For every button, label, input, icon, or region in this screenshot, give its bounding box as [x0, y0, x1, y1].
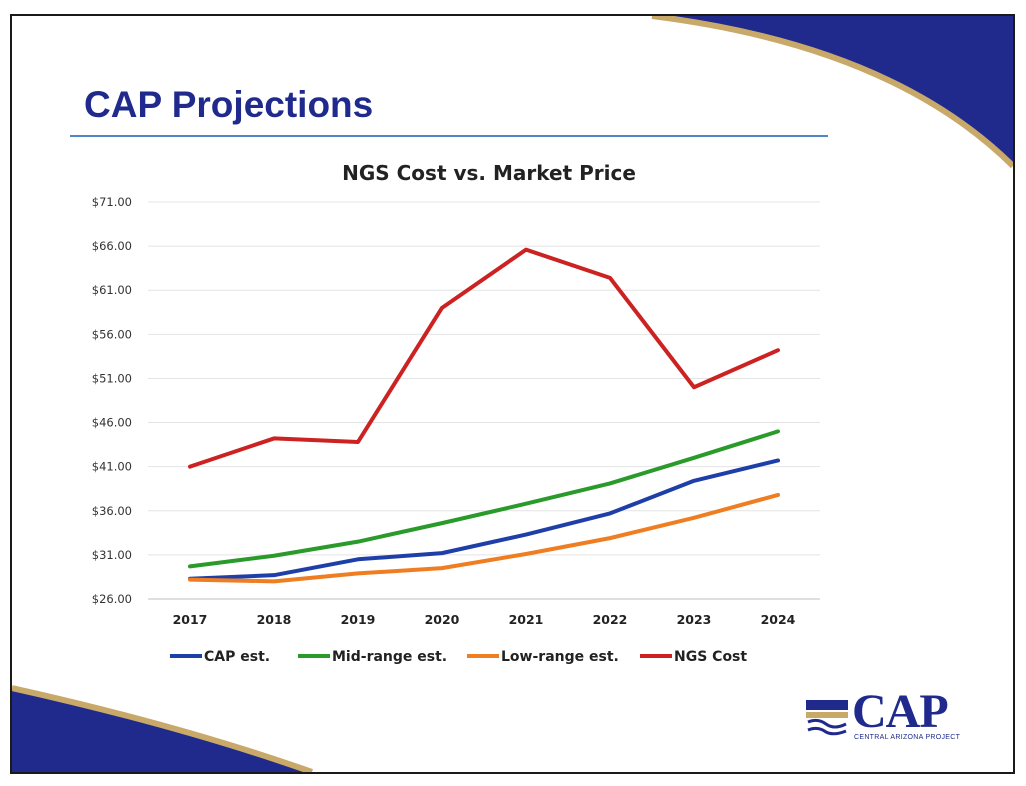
series-line-ngs-cost — [188, 247, 780, 469]
y-axis-ticks: $71.00 $66.00 $61.00 $56.00 $51.00 $46.00 $41.… — [92, 195, 132, 606]
chart-title: NGS Cost vs. Market Price — [342, 161, 636, 185]
chart-series-lines — [188, 247, 780, 584]
y-tick-label: $66.00 — [92, 239, 132, 253]
x-tick-label: 2018 — [257, 612, 292, 627]
x-tick-label: 2023 — [677, 612, 712, 627]
line-chart: NGS Cost vs. Market Price $71.00 $66.00 $6… — [92, 161, 820, 665]
chart-grid — [148, 201, 820, 600]
x-tick-label: 2024 — [761, 612, 796, 627]
y-tick-label: $46.00 — [92, 416, 132, 430]
y-tick-label: $31.00 — [92, 548, 132, 562]
legend-label: Mid-range est. — [332, 649, 447, 665]
y-tick-label: $41.00 — [92, 460, 132, 474]
x-tick-label: 2022 — [593, 612, 628, 627]
y-tick-label: $36.00 — [92, 504, 132, 518]
legend-label: NGS Cost — [674, 649, 747, 665]
arizona-logo-icon — [806, 700, 848, 736]
bottom-left-blue-swoosh — [12, 688, 312, 772]
y-tick-label: $26.00 — [92, 592, 132, 606]
bottom-left-gold-edge — [12, 685, 314, 772]
x-tick-label: 2017 — [173, 612, 208, 627]
slide-title: CAP Projections — [84, 84, 374, 125]
x-tick-label: 2021 — [509, 612, 544, 627]
chart-legend: CAP est. Mid-range est. Low-range est. NGS … — [170, 649, 747, 665]
y-tick-label: $71.00 — [92, 195, 132, 209]
x-tick-label: 2019 — [341, 612, 376, 627]
x-tick-label: 2020 — [425, 612, 460, 627]
logo-subtitle: CENTRAL ARIZONA PROJECT — [854, 734, 961, 741]
x-axis-ticks: 2017 2018 2019 2020 2021 2022 2023 2024 — [173, 612, 796, 627]
y-tick-label: $61.00 — [92, 283, 132, 297]
legend-label: Low-range est. — [501, 649, 619, 665]
title-rule — [70, 135, 828, 137]
legend-label: CAP est. — [204, 649, 270, 665]
slide: CAP Projections NGS Cost vs. Market Pric… — [10, 14, 1015, 774]
y-tick-label: $56.00 — [92, 327, 132, 341]
series-line-low-range-est — [188, 492, 780, 584]
logo-text: CAP — [852, 685, 949, 738]
top-right-blue-swoosh — [652, 16, 1013, 166]
series-line-cap-est — [188, 458, 780, 581]
cap-logo: CAP CENTRAL ARIZONA PROJECT — [804, 684, 984, 750]
slide-decoration — [12, 16, 1013, 772]
y-tick-label: $51.00 — [92, 371, 132, 385]
series-line-mid-range-est — [188, 429, 780, 569]
top-right-gold-edge — [651, 16, 1013, 169]
